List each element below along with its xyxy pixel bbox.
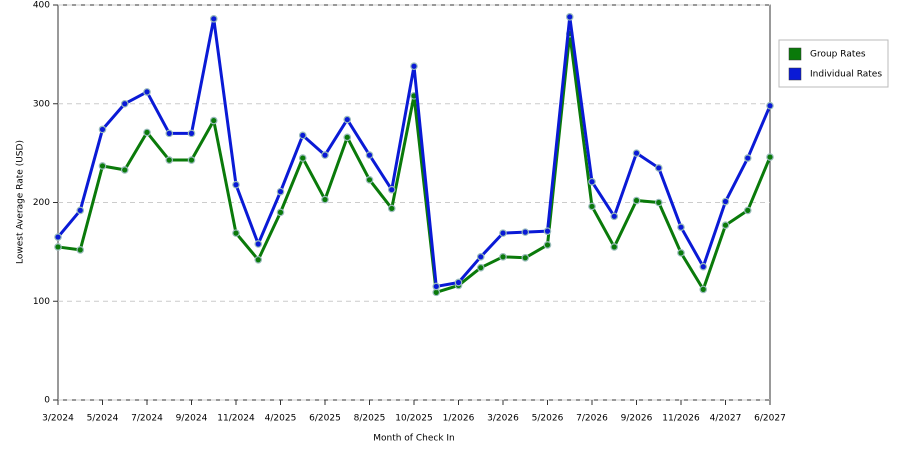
data-point xyxy=(54,243,62,251)
x-tick-label: 9/2024 xyxy=(176,414,208,424)
data-point xyxy=(365,151,374,159)
data-point xyxy=(721,221,730,230)
x-tick-label: 8/2025 xyxy=(354,414,386,424)
data-point xyxy=(432,282,441,291)
data-point xyxy=(543,227,552,235)
data-point xyxy=(143,128,151,137)
data-point xyxy=(343,133,352,142)
data-point xyxy=(499,253,507,261)
data-point xyxy=(654,164,663,172)
data-point xyxy=(232,180,240,189)
data-point xyxy=(454,278,463,287)
x-tick-label: 7/2024 xyxy=(131,414,163,424)
data-point xyxy=(543,241,552,249)
data-point xyxy=(232,229,240,237)
data-point xyxy=(365,175,374,184)
data-point xyxy=(387,185,396,194)
data-point xyxy=(321,195,329,204)
y-axis-label: Lowest Average Rate (USD) xyxy=(16,140,26,264)
data-point xyxy=(321,151,329,159)
data-point xyxy=(143,88,151,96)
data-point xyxy=(766,101,774,110)
data-point xyxy=(476,253,485,261)
legend-swatch xyxy=(788,67,802,81)
data-point xyxy=(565,13,574,21)
x-tick-label: 11/2024 xyxy=(217,414,255,424)
x-tick-label: 3/2026 xyxy=(487,414,519,424)
x-tick-label: 5/2024 xyxy=(87,414,119,424)
data-point xyxy=(98,162,107,170)
legend-swatch xyxy=(788,47,802,61)
data-point xyxy=(254,240,263,248)
data-point xyxy=(343,115,352,124)
data-point xyxy=(209,15,218,23)
x-axis-label: Month of Check In xyxy=(373,434,455,444)
data-point xyxy=(521,228,530,236)
x-tick-label: 5/2026 xyxy=(532,414,564,424)
data-point xyxy=(276,187,285,196)
data-point xyxy=(588,177,596,186)
x-tick-label: 4/2025 xyxy=(265,414,297,424)
data-point xyxy=(165,156,174,164)
legend-label: Group Rates xyxy=(810,50,866,60)
x-tick-label: 6/2027 xyxy=(754,414,786,424)
data-point xyxy=(766,153,774,161)
data-point xyxy=(209,116,218,125)
x-tick-label: 3/2024 xyxy=(42,414,74,424)
data-point xyxy=(165,129,174,138)
data-point xyxy=(632,149,641,157)
data-point xyxy=(610,243,619,251)
data-point xyxy=(721,197,730,206)
data-point xyxy=(588,202,596,211)
x-tick-label: 6/2025 xyxy=(309,414,341,424)
data-point xyxy=(699,262,708,271)
data-point xyxy=(476,263,485,272)
data-point xyxy=(387,204,396,213)
x-tick-label: 7/2026 xyxy=(576,414,608,424)
data-point xyxy=(298,131,307,140)
data-point xyxy=(677,249,685,257)
data-point xyxy=(521,253,530,262)
data-point xyxy=(76,246,85,254)
data-point xyxy=(276,208,285,217)
y-tick-label: 0 xyxy=(44,396,50,406)
data-point xyxy=(187,156,196,164)
data-point xyxy=(298,154,307,162)
y-tick-label: 100 xyxy=(33,297,50,307)
x-tick-label: 9/2026 xyxy=(621,414,653,424)
data-point xyxy=(187,129,196,138)
data-point xyxy=(610,212,619,221)
data-point xyxy=(677,223,685,231)
x-tick-label: 4/2027 xyxy=(710,414,742,424)
data-point xyxy=(410,62,418,71)
data-point xyxy=(743,154,752,162)
x-tick-label: 10/2025 xyxy=(395,414,432,424)
legend-label: Individual Rates xyxy=(810,70,882,80)
data-point xyxy=(54,233,62,241)
y-tick-label: 300 xyxy=(33,99,50,109)
x-tick-label: 1/2026 xyxy=(443,414,475,424)
data-point xyxy=(743,206,752,215)
data-point xyxy=(120,166,129,174)
data-point xyxy=(632,196,641,205)
y-tick-label: 200 xyxy=(33,198,50,208)
data-point xyxy=(499,229,507,237)
data-point xyxy=(699,285,708,294)
data-point xyxy=(98,125,107,134)
data-point xyxy=(120,99,129,108)
x-tick-label: 11/2026 xyxy=(662,414,700,424)
data-point xyxy=(654,198,663,207)
y-tick-label: 400 xyxy=(33,1,50,11)
data-point xyxy=(254,255,263,264)
data-point xyxy=(76,206,85,215)
